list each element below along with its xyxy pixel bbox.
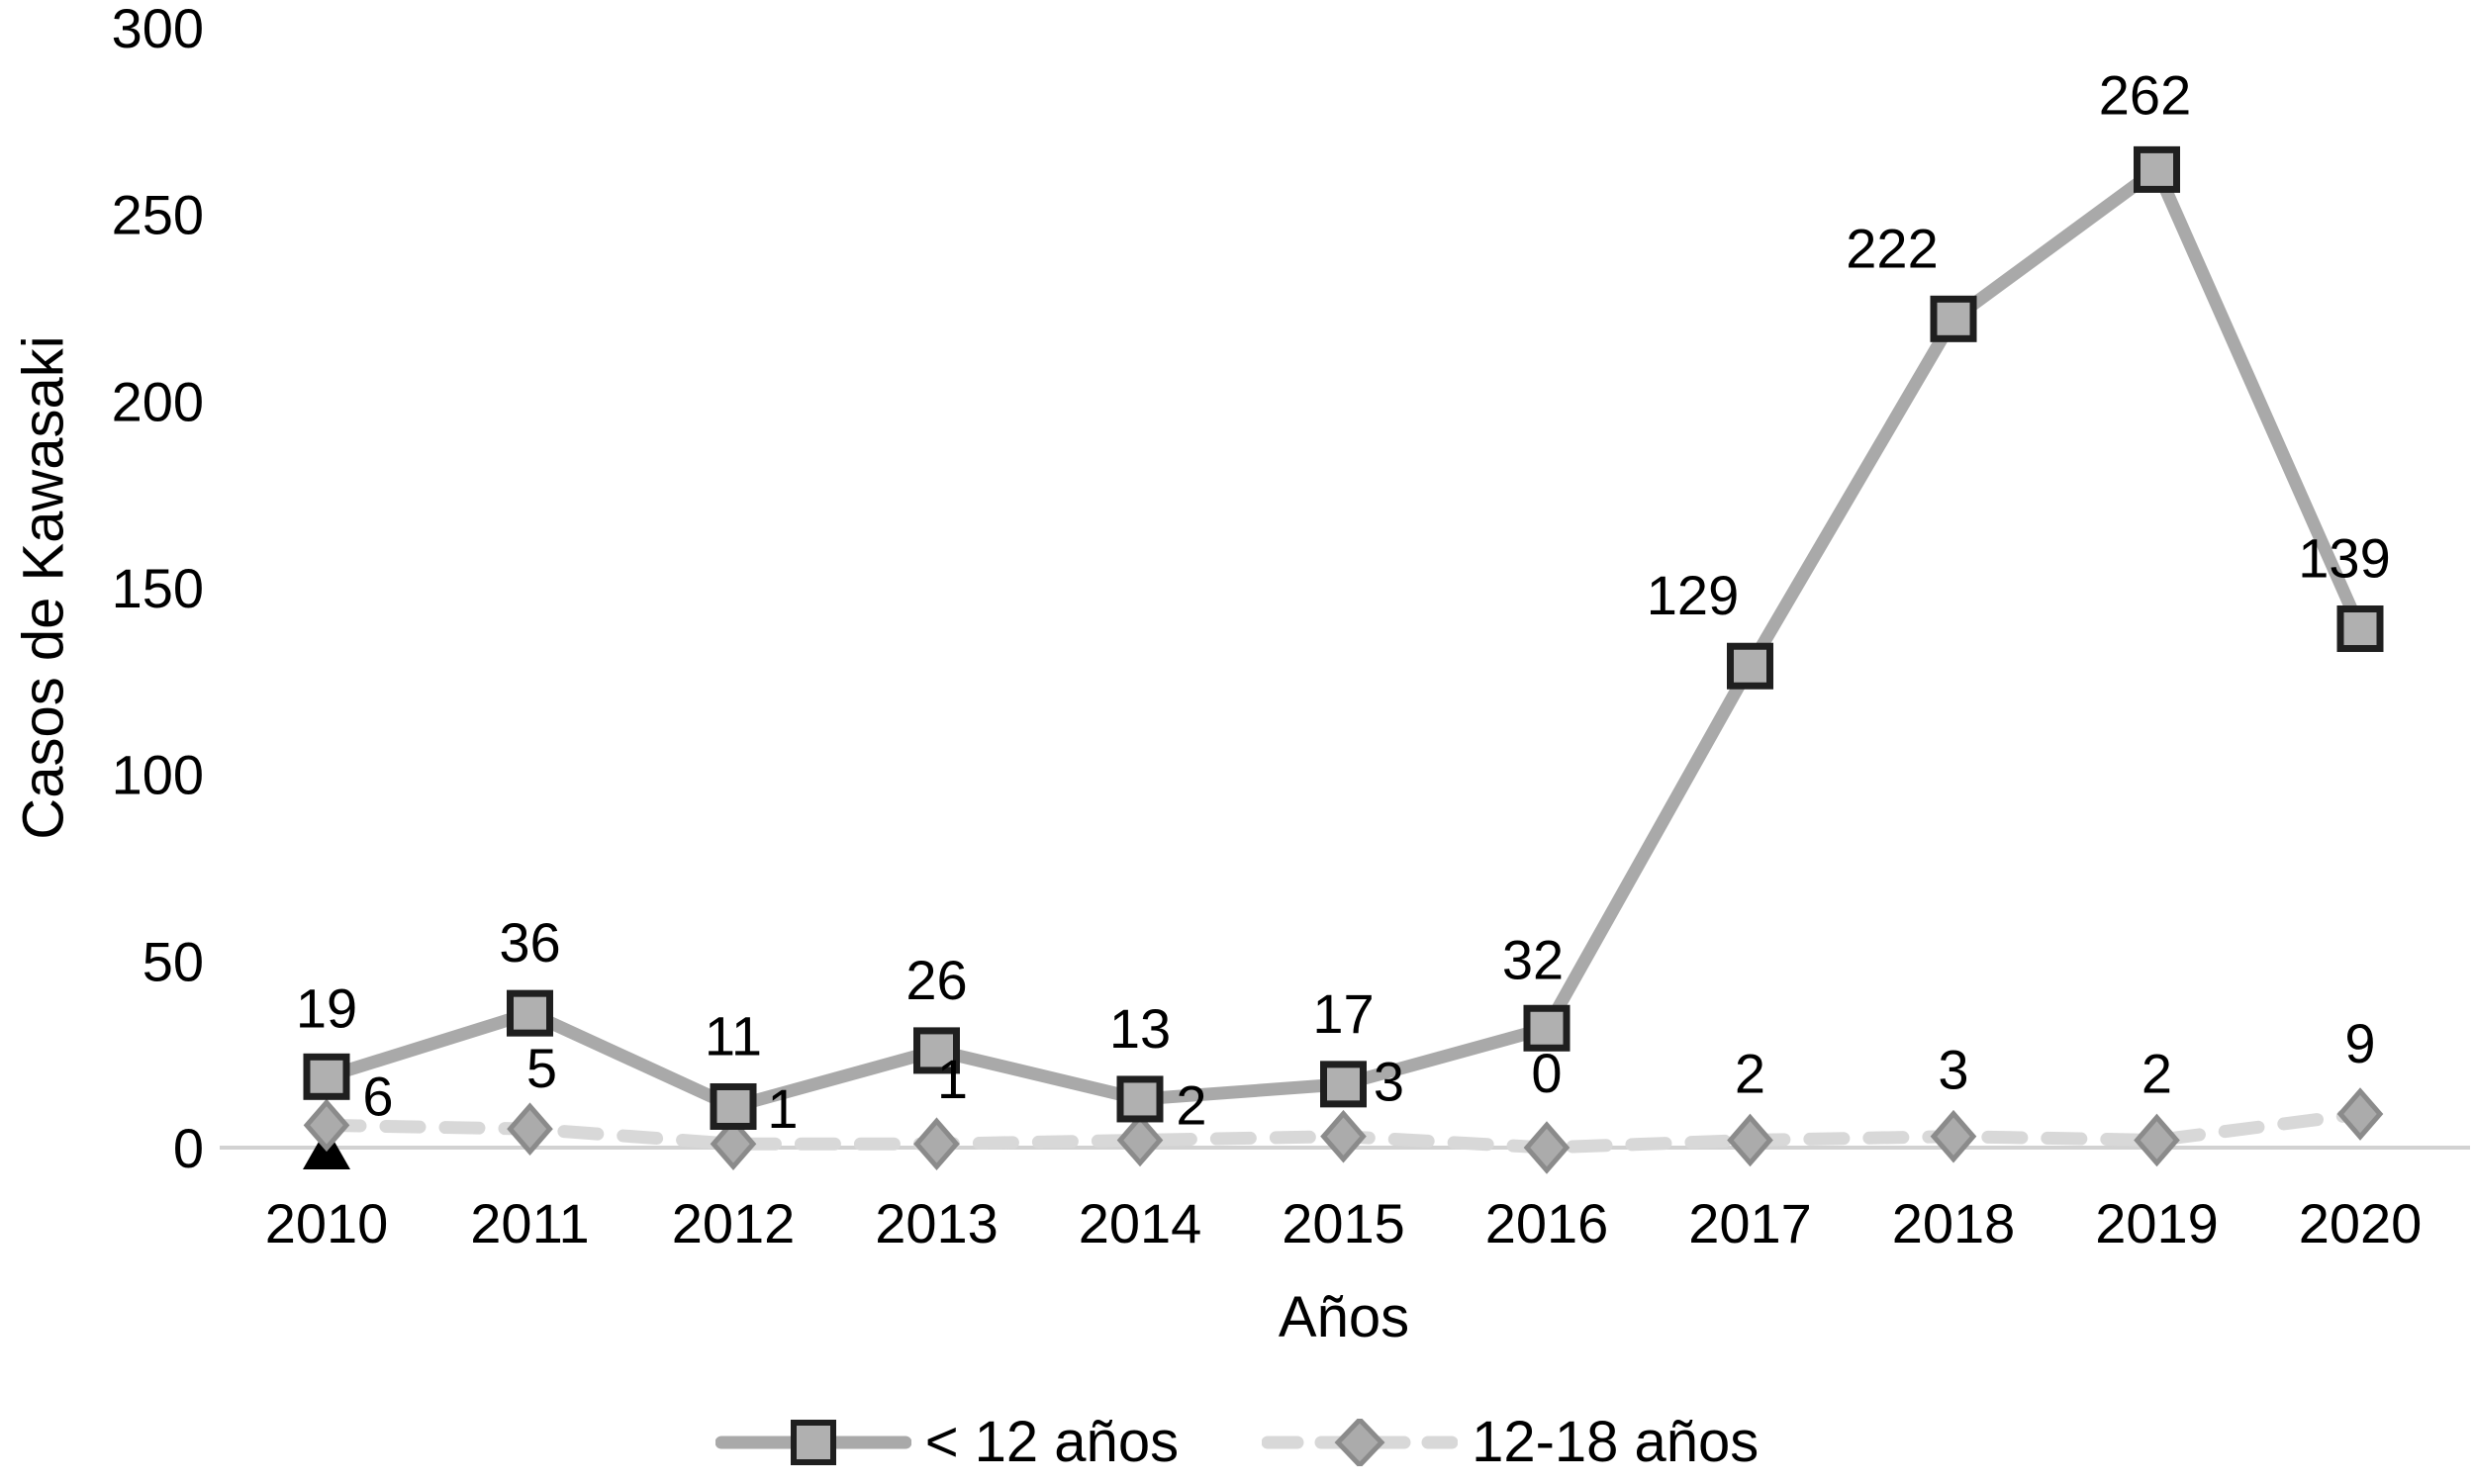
value-label-under-12-2014: 13 xyxy=(1109,997,1171,1060)
value-label-12-18-2019: 2 xyxy=(2141,1042,2172,1104)
value-label-under-12-2015: 17 xyxy=(1312,982,1374,1045)
diamond-marker-2017 xyxy=(1727,1113,1773,1167)
square-marker-2019 xyxy=(2134,145,2180,193)
x-tick-label-2019: 2019 xyxy=(2095,1192,2219,1254)
legend-label-12-18: 12-18 años xyxy=(1472,1410,1760,1474)
legend-item-under-12: < 12 años xyxy=(714,1409,1180,1475)
square-marker-2014 xyxy=(1116,1075,1164,1123)
square-marker-2017 xyxy=(1727,642,1773,690)
value-label-12-18-2020: 9 xyxy=(2344,1012,2375,1074)
value-label-under-12-2011: 36 xyxy=(499,911,560,974)
x-tick-label-2017: 2017 xyxy=(1688,1192,1812,1254)
value-label-12-18-2018: 3 xyxy=(1938,1039,1968,1101)
diamond-marker-2014 xyxy=(1116,1113,1164,1167)
square-marker-2011 xyxy=(507,989,553,1037)
legend-item-12-18: 12-18 años xyxy=(1262,1409,1759,1475)
legend-solid-line-square-swatch-icon xyxy=(714,1419,911,1465)
value-label-12-18-2014: 2 xyxy=(1176,1073,1206,1136)
value-label-under-12-2018: 222 xyxy=(1846,217,1938,279)
value-label-under-12-2016: 32 xyxy=(1502,928,1564,990)
series-line-under-12 xyxy=(320,162,2367,1113)
y-tick-label-250: 250 xyxy=(112,184,204,246)
diamond-marker-2019 xyxy=(2134,1113,2180,1167)
value-label-12-18-2011: 5 xyxy=(526,1037,557,1099)
x-tick-label-2016: 2016 xyxy=(1485,1192,1609,1254)
y-tick-label-0: 0 xyxy=(173,1117,204,1179)
value-label-under-12-2013: 26 xyxy=(905,949,967,1011)
x-tick-label-2011: 2011 xyxy=(470,1192,589,1254)
x-tick-label-2020: 2020 xyxy=(2299,1192,2423,1254)
diamond-marker-2015 xyxy=(1320,1109,1367,1163)
value-label-under-12-2017: 129 xyxy=(1647,564,1739,626)
chart-legend: < 12 años 12-18 años xyxy=(0,1409,2474,1475)
x-tick-label-2013: 2013 xyxy=(875,1192,999,1254)
y-tick-label-200: 200 xyxy=(112,370,204,432)
square-marker-2015 xyxy=(1320,1061,1367,1108)
value-label-12-18-2013: 1 xyxy=(937,1048,968,1110)
x-tick-label-2012: 2012 xyxy=(672,1192,796,1254)
value-label-12-18-2010: 6 xyxy=(362,1065,393,1127)
value-label-under-12-2012: 11 xyxy=(705,1004,762,1067)
legend-label-under-12: < 12 años xyxy=(924,1410,1180,1474)
x-tick-label-2014: 2014 xyxy=(1079,1192,1202,1254)
value-label-12-18-2016: 0 xyxy=(1531,1042,1562,1104)
value-label-under-12-2010: 19 xyxy=(296,976,357,1039)
y-axis-title: Casos de Kawasaki xyxy=(11,335,76,840)
value-label-under-12-2019: 262 xyxy=(2099,63,2191,126)
square-marker-2016 xyxy=(1523,1004,1570,1052)
value-label-12-18-2015: 3 xyxy=(1374,1051,1404,1113)
square-marker-2012 xyxy=(710,1082,757,1130)
diamond-marker-2020 xyxy=(2336,1087,2384,1141)
square-marker-2020 xyxy=(2336,605,2384,653)
x-tick-label-2018: 2018 xyxy=(1892,1192,2016,1254)
y-tick-label-100: 100 xyxy=(112,744,204,806)
square-marker-2018 xyxy=(1930,295,1977,342)
x-tick-label-2010: 2010 xyxy=(265,1192,389,1254)
value-label-12-18-2017: 2 xyxy=(1735,1042,1765,1104)
value-label-12-18-2012: 1 xyxy=(767,1077,798,1140)
diamond-marker-2012 xyxy=(710,1117,757,1171)
x-tick-label-2015: 2015 xyxy=(1282,1192,1405,1254)
x-axis-title: Años xyxy=(1278,1285,1410,1349)
y-tick-label-50: 50 xyxy=(143,930,204,992)
diamond-marker-2013 xyxy=(913,1117,960,1171)
y-tick-label-150: 150 xyxy=(112,557,204,619)
diamond-marker-2016 xyxy=(1523,1121,1570,1174)
diamond-marker-2011 xyxy=(507,1102,553,1156)
value-label-under-12-2020: 139 xyxy=(2298,527,2390,590)
square-marker-2010 xyxy=(303,1053,350,1100)
legend-dashed-line-diamond-swatch-icon xyxy=(1262,1418,1459,1466)
diamond-marker-2010 xyxy=(303,1098,350,1153)
square-marker-2013 xyxy=(913,1027,960,1074)
diamond-marker-2018 xyxy=(1930,1109,1977,1163)
y-tick-label-300: 300 xyxy=(112,0,204,59)
